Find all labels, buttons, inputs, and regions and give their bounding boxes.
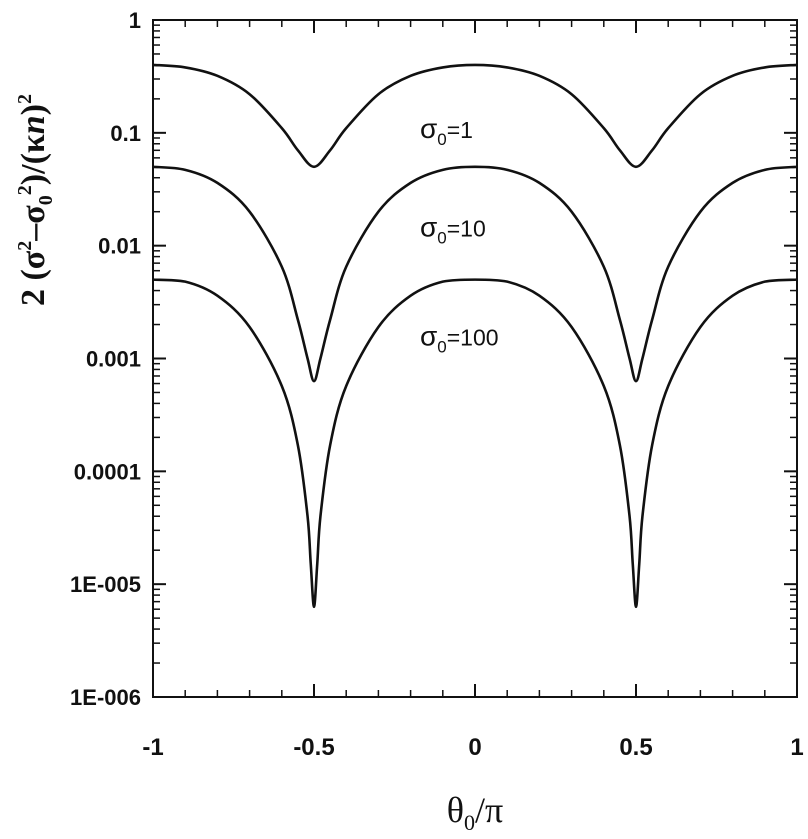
x-tick-label: -0.5 — [293, 734, 334, 761]
y-tick-label: 1E-006 — [70, 685, 141, 710]
series-line-2 — [152, 165, 798, 383]
y-tick-label: 0.0001 — [74, 459, 141, 484]
y-tick-label: 1E-005 — [70, 572, 141, 597]
x-axis-title: θ0/π — [447, 790, 503, 835]
y-axis: 1 0.1 0.01 0.001 0.0001 1E-005 1E-006 — [70, 8, 797, 710]
plot-area — [152, 19, 798, 698]
x-tick-label: 0 — [468, 734, 481, 761]
series-line-3 — [152, 278, 798, 609]
series-labels: σ0=1 σ0=10 σ0=100 — [420, 113, 499, 357]
x-tick-label: -1 — [142, 734, 163, 761]
y-axis-title: 2 (σ2–σ02)/(κn)2 — [14, 94, 57, 306]
y-tick-label: 0.001 — [86, 347, 141, 372]
series-label-3: σ0=100 — [420, 321, 499, 357]
series-line-1 — [152, 63, 798, 169]
series-label-1: σ0=1 — [420, 113, 473, 149]
series-label-2: σ0=10 — [420, 212, 486, 248]
y-tick-label: 0.01 — [98, 234, 141, 259]
axis-titles: θ0/π 2 (σ2–σ02)/(κn)2 — [14, 94, 503, 835]
x-tick-label: 1 — [790, 734, 803, 761]
x-axis: -1 -0.5 0 0.5 1 — [142, 20, 804, 761]
plot-border — [152, 19, 798, 698]
series-lines — [152, 63, 798, 609]
y-tick-label: 1 — [129, 8, 141, 33]
y-tick-label: 0.1 — [110, 121, 141, 146]
x-tick-label: 0.5 — [619, 734, 652, 761]
